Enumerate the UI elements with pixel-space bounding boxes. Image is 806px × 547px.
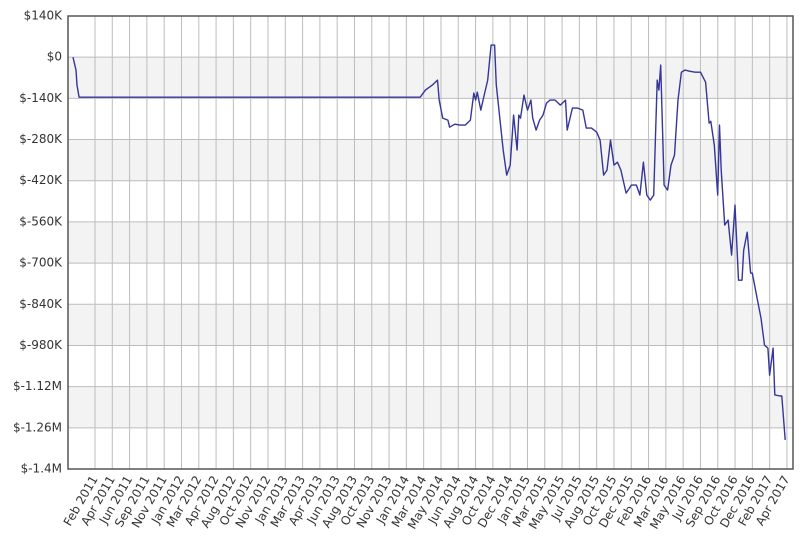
y-tick-label: $-1.26M	[13, 420, 62, 434]
plot	[72, 44, 786, 440]
y-tick-label: $-560K	[19, 214, 63, 228]
y-tick-label: $-840K	[19, 297, 63, 311]
plot-band	[68, 304, 793, 346]
y-tick-label: $-980K	[19, 338, 63, 352]
y-tick-label: $-1.4M	[21, 462, 62, 476]
y-tick-label: $140K	[24, 9, 64, 23]
plot-bands	[68, 57, 793, 428]
y-tick-label: $0	[47, 50, 62, 64]
plot-band	[68, 386, 793, 428]
plot-band	[68, 221, 793, 264]
y-tick-label: $-1.12M	[13, 379, 62, 393]
axis-labels: $140K $0 $-140K $-280K $-420K $-560K $-700K $-8…	[13, 9, 793, 532]
y-tick-label: $-280K	[19, 132, 63, 146]
y-tick-label: $-700K	[19, 256, 63, 270]
plot-band	[68, 139, 793, 181]
line-series	[72, 44, 786, 440]
plot-band	[68, 57, 793, 99]
plot-frame	[67, 15, 794, 470]
grid	[68, 15, 793, 470]
y-tick-label: $-140K	[19, 91, 63, 105]
y-tick-label: $-420K	[19, 173, 63, 187]
